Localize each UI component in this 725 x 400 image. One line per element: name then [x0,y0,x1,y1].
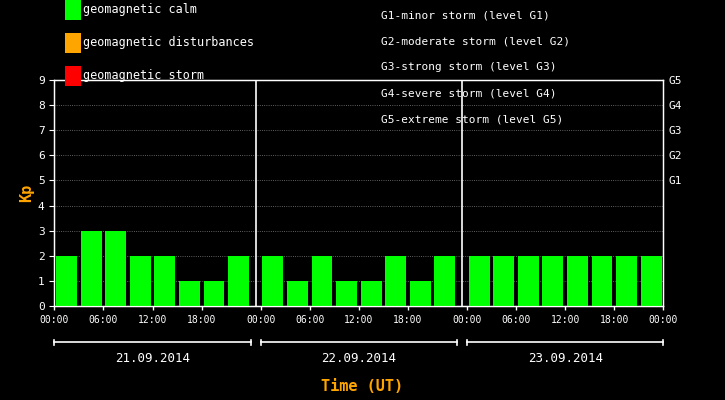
Bar [641,256,661,306]
Bar [336,281,357,306]
Bar [179,281,200,306]
Bar [542,256,563,306]
Bar [385,256,406,306]
Bar [130,256,151,306]
Bar [518,256,539,306]
Text: G5-extreme storm (level G5): G5-extreme storm (level G5) [381,114,563,124]
Text: geomagnetic disturbances: geomagnetic disturbances [83,36,254,49]
Bar [361,281,381,306]
Bar [434,256,455,306]
Bar [105,231,126,306]
Bar [154,256,175,306]
Bar [312,256,333,306]
Bar [410,281,431,306]
Text: 22.09.2014: 22.09.2014 [321,352,397,366]
Text: G4-severe storm (level G4): G4-severe storm (level G4) [381,88,556,98]
Text: G3-strong storm (level G3): G3-strong storm (level G3) [381,62,556,72]
Bar [228,256,249,306]
Text: Time (UT): Time (UT) [321,379,404,394]
Bar [57,256,77,306]
Bar [567,256,588,306]
Bar [469,256,489,306]
Text: geomagnetic calm: geomagnetic calm [83,4,197,16]
Text: G2-moderate storm (level G2): G2-moderate storm (level G2) [381,36,570,46]
Text: 21.09.2014: 21.09.2014 [115,352,190,366]
Bar [80,231,102,306]
Text: 23.09.2014: 23.09.2014 [528,352,602,366]
Bar [592,256,613,306]
Text: G1-minor storm (level G1): G1-minor storm (level G1) [381,10,550,20]
Bar [262,256,283,306]
Bar [616,256,637,306]
Y-axis label: Kp: Kp [19,184,34,202]
Bar [287,281,308,306]
Bar [493,256,514,306]
Text: geomagnetic storm: geomagnetic storm [83,69,204,82]
Bar [204,281,225,306]
